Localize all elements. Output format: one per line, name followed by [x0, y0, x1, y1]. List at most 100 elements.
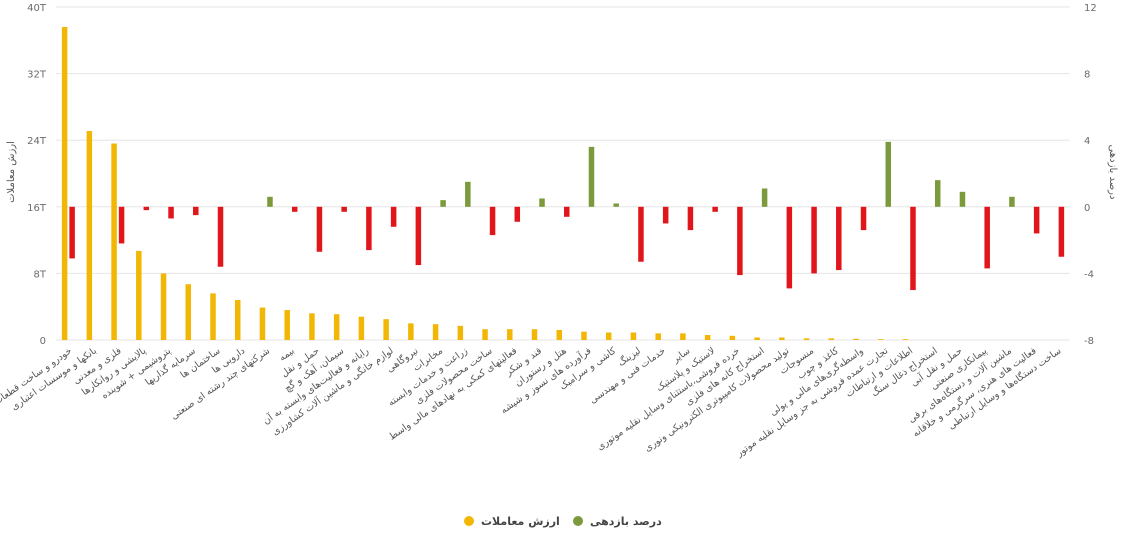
- bar-return-positive: [588, 146, 595, 207]
- bar-trade-value: [160, 273, 167, 340]
- bar-trade-value: [878, 339, 884, 340]
- bar-trade-value: [803, 338, 810, 340]
- left-axis-tick-label: 16T: [27, 203, 47, 214]
- bar-return-negative: [366, 206, 372, 251]
- bar-trade-value: [284, 310, 290, 340]
- bar-layer: [61, 26, 1065, 340]
- left-axis-tick-label: 24T: [27, 136, 47, 147]
- bar-return-positive: [267, 196, 273, 207]
- bar-return-negative: [193, 206, 199, 216]
- bar-trade-value: [457, 325, 464, 340]
- grid-layer: [56, 6, 1070, 341]
- bar-return-negative: [217, 206, 224, 267]
- bar-return-positive: [613, 203, 619, 207]
- legend-label-trade-value: ارزش معاملات: [481, 515, 560, 528]
- bar-return-negative: [786, 206, 793, 289]
- bar-return-negative: [143, 206, 150, 211]
- bar-trade-value: [531, 329, 538, 340]
- bar-return-negative: [564, 206, 570, 217]
- bar-trade-value: [507, 329, 513, 340]
- bar-return-negative: [811, 206, 817, 274]
- bar-trade-value: [259, 307, 266, 340]
- bar-trade-value: [383, 319, 389, 340]
- legend-item-trade-value[interactable]: ارزش معاملات: [464, 515, 560, 528]
- bar-return-negative: [687, 206, 694, 231]
- left-axis-tick-label: 32T: [27, 70, 47, 81]
- bar-trade-value: [111, 143, 117, 340]
- bar-trade-value: [704, 335, 711, 340]
- bar-trade-value: [581, 331, 587, 340]
- bar-return-negative: [910, 206, 916, 291]
- bar-return-positive: [465, 181, 471, 207]
- bar-return-negative: [168, 206, 174, 219]
- bar-return-negative: [415, 206, 422, 266]
- bar-return-negative: [118, 206, 125, 244]
- bar-return-negative: [341, 206, 347, 212]
- bar-trade-value: [86, 131, 93, 340]
- bar-trade-value: [210, 293, 216, 340]
- bar-trade-value: [828, 338, 835, 340]
- bar-return-negative: [514, 206, 521, 222]
- bar-return-negative: [291, 206, 298, 212]
- right-axis-tick-label: 4: [1084, 136, 1090, 147]
- bar-return-negative: [1058, 206, 1065, 257]
- bar-trade-value: [680, 333, 686, 340]
- right-axis-tick-label: -8: [1084, 336, 1094, 347]
- legend-swatch-trade-value: [464, 516, 474, 526]
- bar-return-negative: [638, 206, 644, 262]
- right-axis-title: درصد بازدهی: [1107, 145, 1118, 200]
- bar-trade-value: [136, 250, 142, 340]
- bar-trade-value: [358, 316, 365, 340]
- left-axis-title: ارزش معاملات: [6, 141, 17, 203]
- bar-trade-value: [185, 284, 192, 340]
- bar-return-negative: [860, 206, 867, 231]
- bar-return-positive: [885, 141, 892, 207]
- bar-trade-value: [432, 324, 439, 340]
- legend: درصد بازدهی ارزش معاملات: [464, 515, 662, 528]
- bar-return-negative: [737, 206, 743, 276]
- bar-return-positive: [959, 191, 966, 207]
- left-axis-tick-label: 8T: [34, 269, 47, 280]
- bar-return-negative: [712, 206, 718, 212]
- bar-trade-value: [754, 337, 760, 340]
- bar-return-negative: [489, 206, 496, 236]
- bar-trade-value: [853, 338, 859, 340]
- axis-layer: 0 8T 16T 24T 32T 40T -8 -4 0 4 8 12: [27, 3, 1097, 347]
- bar-return-negative: [390, 206, 397, 227]
- bar-return-negative: [836, 206, 842, 271]
- bar-return-negative: [984, 206, 990, 269]
- bar-trade-value: [779, 337, 785, 340]
- left-axis-tick-label: 40T: [27, 3, 47, 14]
- bar-trade-value: [729, 335, 736, 340]
- right-axis-tick-label: 0: [1084, 203, 1090, 214]
- bar-trade-value: [655, 333, 661, 340]
- bar-return-positive: [539, 198, 545, 207]
- bar-return-negative: [69, 206, 75, 259]
- bar-return-negative: [662, 206, 669, 224]
- legend-label-returns: درصد بازدهی: [590, 515, 662, 528]
- bar-trade-value: [61, 26, 68, 340]
- bar-return-positive: [1009, 196, 1015, 207]
- bar-trade-value: [605, 332, 612, 340]
- bar-return-positive: [440, 200, 446, 207]
- bar-trade-value: [630, 332, 637, 340]
- legend-item-returns[interactable]: درصد بازدهی: [573, 515, 662, 528]
- right-axis-tick-label: -4: [1084, 269, 1094, 280]
- bar-trade-value: [408, 323, 414, 340]
- bar-trade-value: [556, 330, 562, 340]
- right-axis-tick-label: 8: [1084, 70, 1090, 81]
- bar-trade-value: [482, 329, 488, 340]
- right-axis-tick-label: 12: [1084, 3, 1097, 14]
- bar-trade-value: [902, 339, 909, 340]
- bar-trade-value: [333, 314, 340, 340]
- legend-swatch-returns: [573, 516, 583, 526]
- bar-trade-value: [234, 300, 241, 340]
- bar-return-positive: [934, 180, 941, 207]
- bar-return-negative: [1033, 206, 1040, 234]
- bar-return-negative: [316, 206, 323, 252]
- bar-return-positive: [761, 188, 768, 207]
- bar-trade-value: [309, 313, 315, 340]
